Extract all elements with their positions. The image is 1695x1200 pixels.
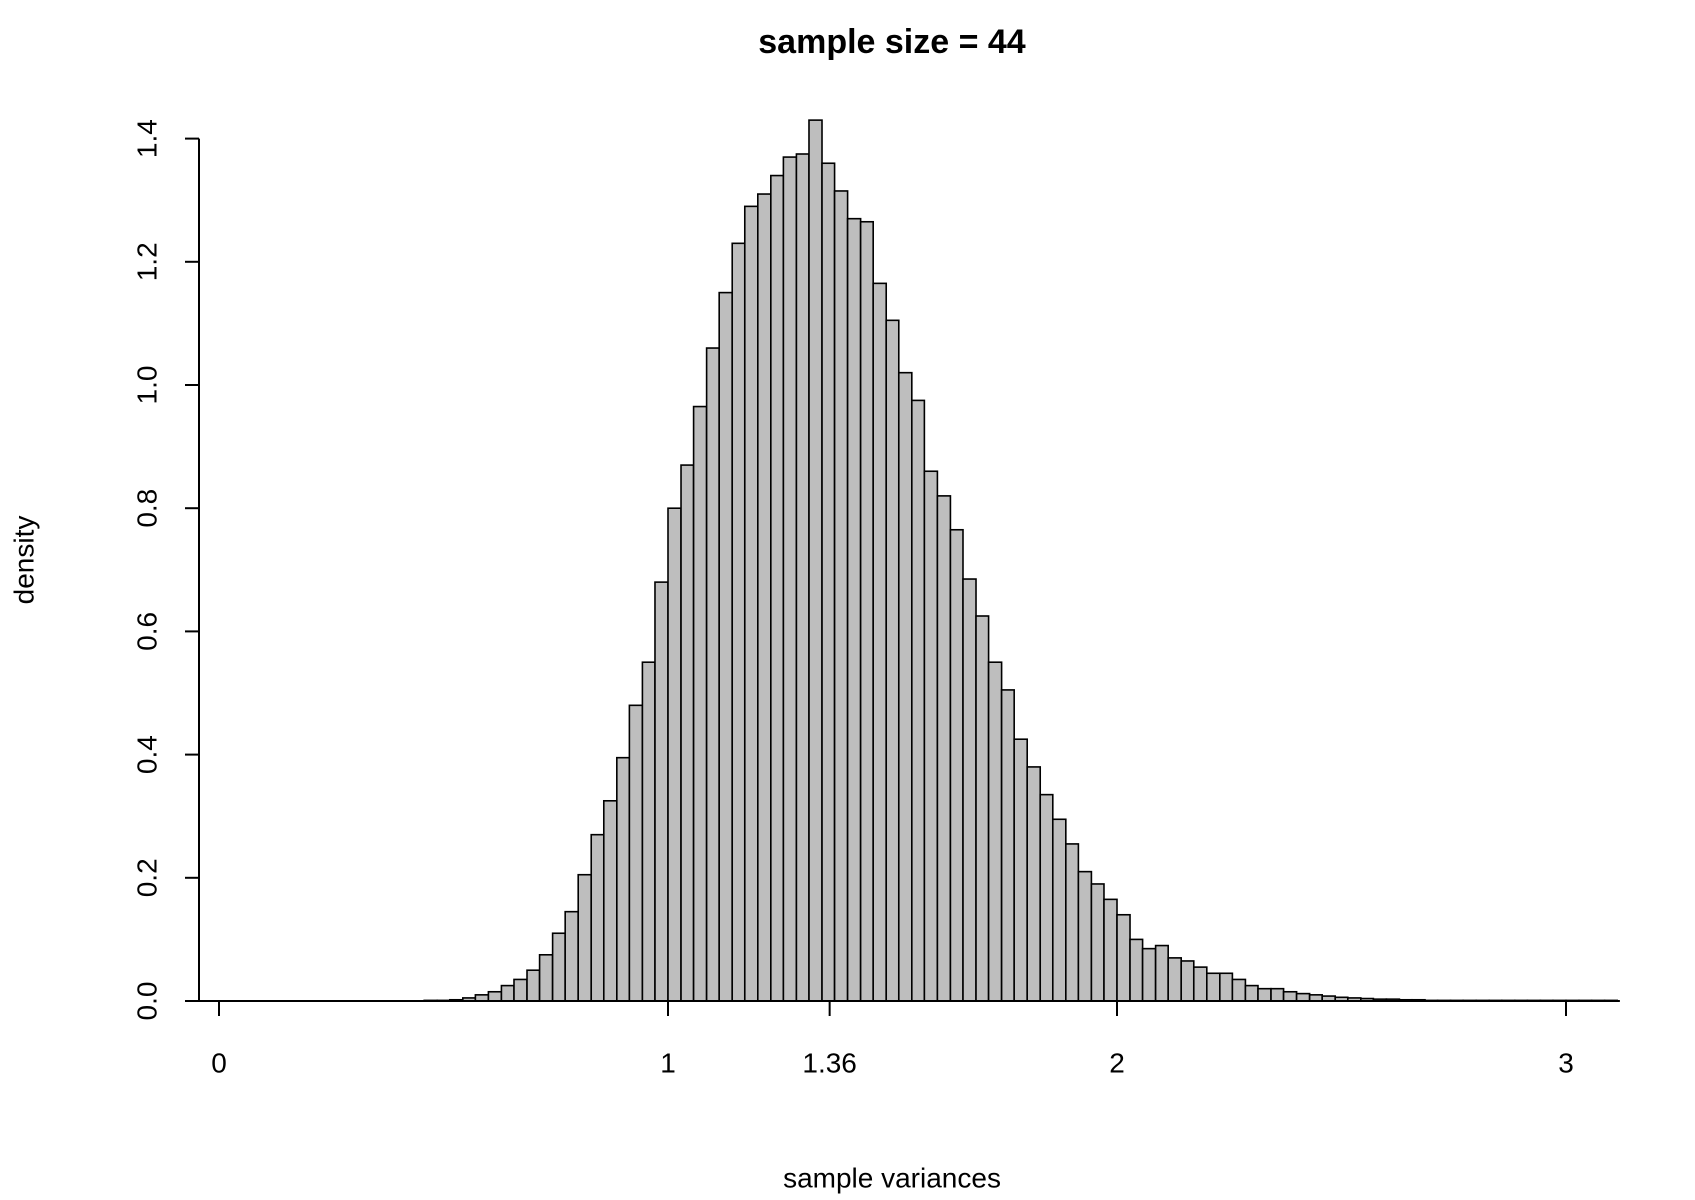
bar	[680, 464, 695, 1002]
y-tick-label: 1.0	[131, 366, 162, 405]
bar	[616, 756, 631, 1002]
bar	[1026, 766, 1042, 1002]
bar	[795, 153, 810, 1002]
y-tick-label: 0.2	[131, 858, 162, 897]
y-tick-label: 0.0	[131, 982, 162, 1021]
bar	[923, 470, 939, 1002]
bar	[564, 910, 580, 1002]
bar	[962, 578, 977, 1002]
bar	[987, 661, 1003, 1002]
bar	[782, 156, 798, 1002]
bar	[526, 969, 541, 1002]
x-tick-label: 0	[211, 1047, 227, 1078]
bar	[1116, 913, 1131, 1002]
bar	[1282, 990, 1298, 1002]
bar	[846, 217, 862, 1002]
bar	[602, 799, 618, 1002]
bar	[1206, 972, 1221, 1002]
bar	[1295, 992, 1311, 1002]
y-tick-label: 0.8	[131, 489, 162, 528]
bar	[1219, 972, 1234, 1002]
bar	[949, 528, 964, 1002]
chart-title: sample size = 44	[758, 23, 1026, 61]
bar	[1141, 947, 1157, 1002]
bar	[808, 119, 823, 1002]
bar	[487, 990, 503, 1002]
bar	[936, 495, 952, 1002]
bar	[770, 174, 785, 1002]
y-axis-label: density	[8, 516, 39, 605]
y-tick-label: 1.2	[131, 242, 162, 281]
bar	[1180, 960, 1195, 1002]
bar	[513, 978, 528, 1002]
bar	[756, 193, 772, 1002]
x-tick-label: 1	[660, 1047, 676, 1078]
bar	[911, 399, 926, 1002]
bar	[705, 347, 720, 1002]
y-tick-label: 0.6	[131, 612, 162, 651]
bar	[1065, 843, 1080, 1002]
bar	[1039, 793, 1054, 1002]
bar	[551, 932, 566, 1002]
bar	[1154, 944, 1169, 1002]
bar	[1192, 966, 1208, 1002]
bar	[654, 581, 669, 1002]
bar	[1129, 938, 1144, 1002]
bar	[975, 615, 990, 1002]
bar	[590, 833, 605, 1002]
bar	[1077, 870, 1093, 1002]
bar	[833, 190, 849, 1002]
bar	[743, 205, 759, 1002]
bar	[1000, 689, 1015, 1002]
bar	[1270, 987, 1285, 1002]
x-tick-label: 2	[1109, 1047, 1125, 1078]
bar	[872, 282, 888, 1002]
y-tick-label: 0.4	[131, 735, 162, 774]
bar	[1244, 984, 1259, 1002]
bar	[628, 704, 644, 1002]
bar	[885, 319, 900, 1002]
bar	[1231, 978, 1247, 1002]
bar	[859, 220, 874, 1002]
bar	[821, 162, 836, 1002]
bar	[538, 953, 554, 1002]
bar	[718, 291, 734, 1002]
x-tick-label: 3	[1558, 1047, 1574, 1078]
bar	[1167, 957, 1183, 1002]
bar	[1051, 818, 1067, 1002]
x-tick-label: 1.36	[802, 1047, 857, 1078]
bar	[1013, 738, 1029, 1002]
bar	[897, 371, 913, 1002]
bar	[500, 984, 515, 1002]
bar	[641, 661, 656, 1002]
bar	[577, 873, 593, 1002]
bar	[1103, 898, 1118, 1002]
bar	[667, 507, 682, 1002]
x-axis-label: sample variances	[783, 1162, 1001, 1193]
bar	[1090, 883, 1105, 1002]
bar	[692, 405, 708, 1002]
y-tick-label: 1.4	[131, 119, 162, 158]
bar	[1257, 987, 1272, 1002]
bar	[731, 242, 746, 1002]
